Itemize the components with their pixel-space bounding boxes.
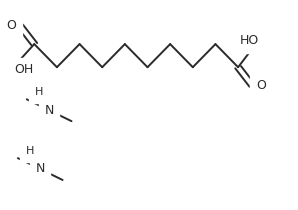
Text: O: O [7,19,17,32]
Text: H: H [35,87,43,97]
Text: O: O [256,79,266,92]
Text: HO: HO [240,34,259,47]
Text: N: N [44,104,54,117]
Text: H: H [26,146,34,156]
Text: OH: OH [14,63,33,76]
Text: N: N [35,162,45,175]
